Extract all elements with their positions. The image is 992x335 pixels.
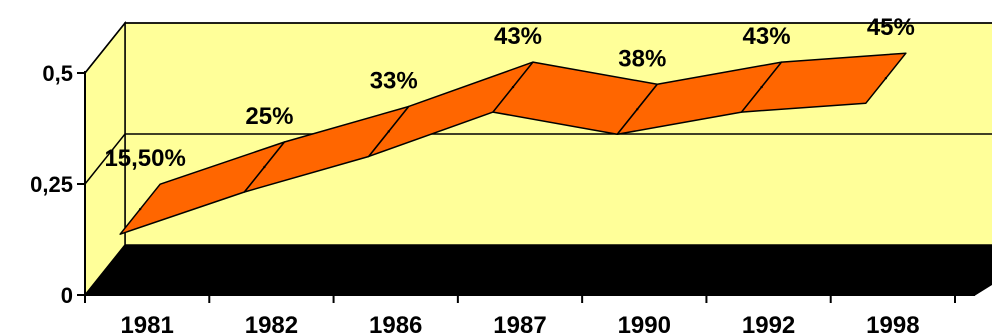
data-label-1987: 43% (494, 23, 542, 50)
data-point-1990 (636, 108, 639, 111)
data-label-1998: 45% (867, 14, 915, 41)
gridline-1 (84, 133, 992, 185)
data-point-1986 (387, 130, 390, 133)
axes (77, 71, 975, 303)
y-tick-label-2: 0,5 (42, 61, 73, 86)
floor (83, 244, 992, 296)
data-point-1981 (138, 207, 142, 211)
x-tick-label-1981: 1981 (120, 312, 173, 335)
y-axis-tick-labels: 0 0,25 0,5 (30, 61, 73, 308)
data-label-1986: 33% (370, 67, 418, 94)
x-tick-label-1992: 1992 (742, 312, 795, 335)
data-point-1992 (760, 85, 763, 89)
data-point-1987 (511, 85, 515, 89)
x-tick-label-1990: 1990 (618, 312, 671, 335)
x-tick-label-1998: 1998 (866, 312, 919, 335)
data-label-1981: 15,50% (104, 145, 185, 172)
ribbon-segment-5 (740, 52, 907, 113)
x-tick-label-1986: 1986 (369, 312, 422, 335)
gridline-2 (84, 22, 992, 74)
x-axis-tick-labels: 1981 1982 1986 1987 1990 1992 1998 (120, 312, 919, 335)
data-point-1982 (263, 165, 266, 169)
gridlines (84, 22, 992, 185)
x-tick-label-1982: 1982 (245, 312, 298, 335)
data-label-1992: 43% (743, 23, 791, 50)
y-tick-label-1: 0,25 (30, 172, 73, 197)
data-label-1990: 38% (618, 45, 666, 72)
data-point-1998 (884, 77, 888, 80)
data-labels: 15,50% 25% 33% 43% 38% 43% 45% (104, 14, 914, 172)
x-tick-label-1987: 1987 (493, 312, 546, 335)
y-tick-label-0: 0 (61, 283, 73, 308)
line-series-ribbon (119, 52, 907, 235)
data-label-1982: 25% (245, 103, 293, 130)
